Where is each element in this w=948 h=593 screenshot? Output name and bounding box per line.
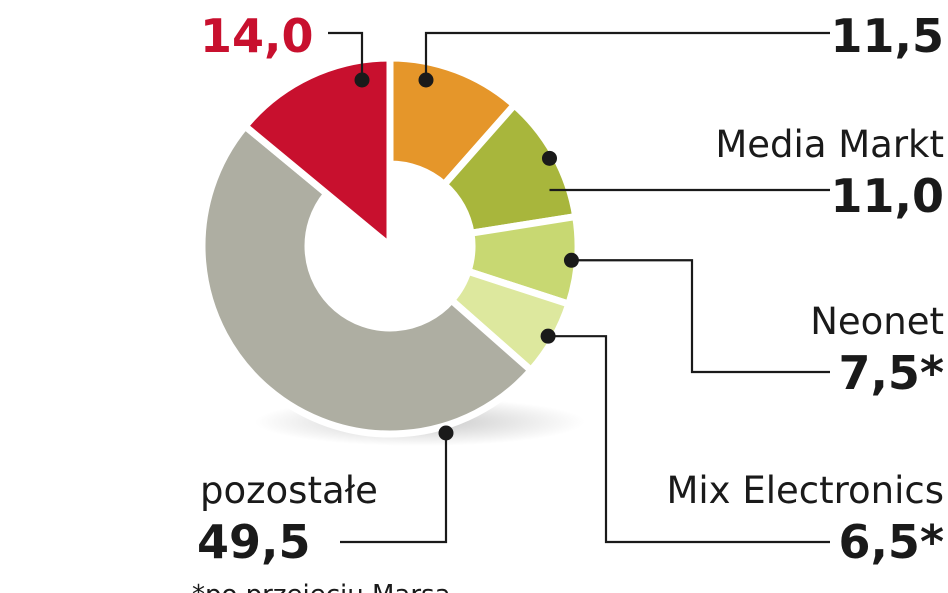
slice-value-label: 6,5*	[838, 515, 944, 569]
leader-line	[548, 335, 830, 544]
donut-slice	[240, 54, 394, 254]
slice-value-label: 11,0	[831, 169, 945, 223]
leader-line	[424, 31, 830, 80]
slice-value-label: 14,0	[200, 9, 314, 63]
slice-name-label: Neonet	[810, 300, 944, 343]
leader-dot	[438, 425, 454, 441]
leader-line	[328, 31, 364, 80]
slice-name-label: Media Markt	[715, 123, 944, 166]
footnote: *po przejęciu Marsa	[192, 580, 451, 593]
leader-line	[340, 433, 448, 544]
leader-dot	[563, 252, 579, 268]
donut-slice	[198, 121, 536, 438]
slice-value-label: 7,5*	[838, 346, 944, 400]
slice-value-label: 49,5	[197, 515, 311, 569]
leader-dot	[540, 328, 556, 344]
leader-dot	[418, 72, 434, 88]
slice-name-label: Mix Electronics	[666, 469, 944, 512]
slice-name-label: pozostałe	[200, 469, 378, 512]
leader-dot	[354, 72, 370, 88]
slice-value-label: 11,5	[831, 9, 945, 63]
leader-line	[571, 259, 830, 374]
leader-dot	[541, 150, 557, 166]
